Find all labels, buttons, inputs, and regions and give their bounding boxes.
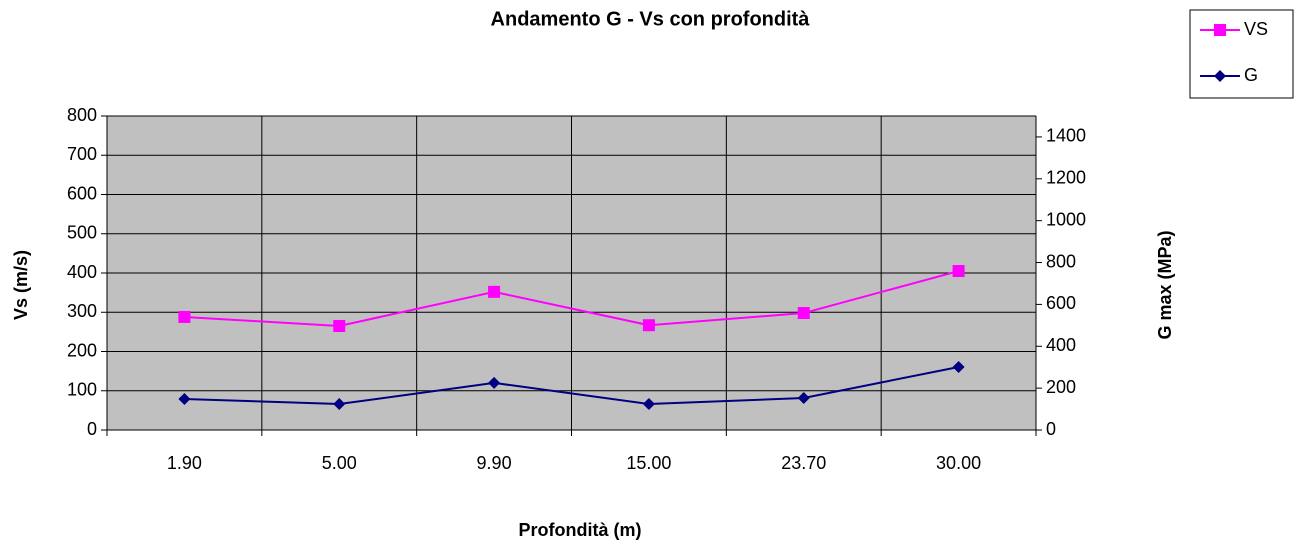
x-tick-label: 15.00 — [626, 453, 671, 473]
series-line — [184, 270, 959, 327]
data-point — [488, 285, 501, 298]
y2-tick-label: 1000 — [1046, 209, 1086, 229]
y-tick-label: 600 — [67, 183, 97, 203]
x-tick-label: 9.90 — [477, 453, 512, 473]
y2-tick-label: 1400 — [1046, 126, 1086, 146]
x-tick-label: 23.70 — [781, 453, 826, 473]
y2-tick-label: 0 — [1046, 419, 1056, 439]
y-tick-label: 500 — [67, 223, 97, 243]
y-tick-label: 300 — [67, 301, 97, 321]
x-tick-label: 1.90 — [167, 453, 202, 473]
y2-tick-label: 800 — [1046, 251, 1076, 271]
y-tick-label: 0 — [87, 419, 97, 439]
y2-tick-label: 600 — [1046, 293, 1076, 313]
data-point — [642, 398, 655, 411]
x-axis-label: Profondità (m) — [519, 520, 642, 540]
y-tick-label: 700 — [67, 144, 97, 164]
data-point — [952, 360, 965, 373]
legend-box — [1189, 9, 1294, 99]
legend-marker — [1214, 24, 1226, 36]
legend-label: VS — [1244, 19, 1268, 39]
data-point — [797, 391, 810, 404]
data-point — [178, 310, 191, 323]
data-point — [333, 398, 346, 411]
series-line — [184, 366, 959, 406]
y2-axis-label: G max (MPa) — [1155, 230, 1175, 339]
y2-tick-label: 400 — [1046, 335, 1076, 355]
data-point — [333, 319, 346, 332]
y2-tick-label: 200 — [1046, 377, 1076, 397]
y-axis-label: Vs (m/s) — [11, 250, 31, 320]
y-tick-label: 200 — [67, 340, 97, 360]
y2-tick-label: 1200 — [1046, 168, 1086, 188]
x-tick-label: 5.00 — [322, 453, 357, 473]
y-tick-label: 800 — [67, 105, 97, 125]
chart-title: Andamento G - Vs con profondità — [491, 8, 811, 30]
data-point — [178, 393, 191, 406]
y-tick-label: 400 — [67, 262, 97, 282]
legend-marker — [1214, 70, 1226, 82]
y-tick-label: 100 — [67, 380, 97, 400]
data-point — [488, 376, 501, 389]
data-point — [952, 265, 965, 278]
legend-label: G — [1244, 65, 1258, 85]
data-point — [642, 319, 655, 332]
data-point — [797, 307, 810, 320]
x-tick-label: 30.00 — [936, 453, 981, 473]
